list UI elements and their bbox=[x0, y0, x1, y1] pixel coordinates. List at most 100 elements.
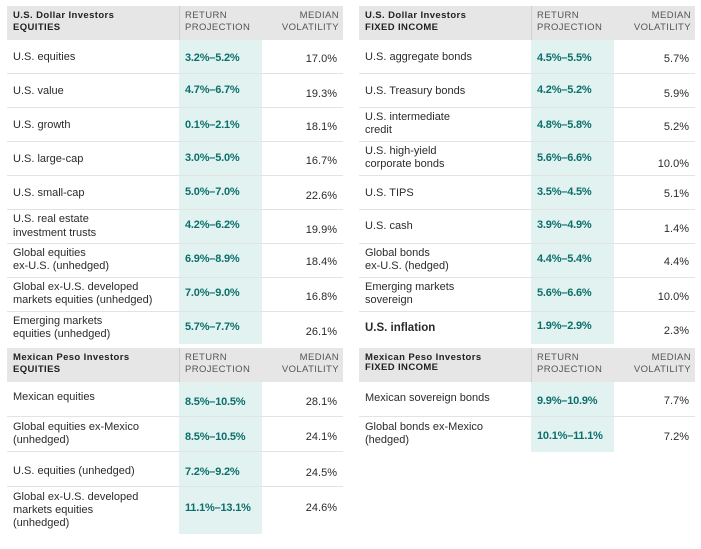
section-title: Mexican Peso Investors bbox=[13, 352, 130, 363]
row-label: Global ex-U.S. developed bbox=[13, 281, 139, 293]
column-header-projection: PROJECTION bbox=[537, 22, 603, 33]
usd-equities-table: U.S. Dollar Investors EQUITIES RETURN PR… bbox=[7, 6, 343, 344]
section-title: U.S. Dollar Investors bbox=[13, 10, 115, 21]
table-row: Global bonds ex-U.S. (hedged) 4.4%–5.4% … bbox=[359, 244, 695, 278]
row-label-line2: (hedged) bbox=[365, 434, 410, 446]
table-row: Global ex-U.S. developed markets equitie… bbox=[7, 278, 343, 312]
table-row: Mexican sovereign bonds 9.9%–10.9% 7.7% bbox=[359, 382, 695, 417]
table-row: Emerging markets sovereign 5.6%–6.6% 10.… bbox=[359, 278, 695, 312]
table-row: U.S. large-cap 3.0%–5.0% 16.7% bbox=[7, 142, 343, 176]
row-label-line2: sovereign bbox=[365, 294, 413, 306]
median-volatility: 19.3% bbox=[305, 88, 337, 100]
return-projection: 4.2%–6.2% bbox=[185, 219, 240, 231]
median-volatility: 18.4% bbox=[305, 256, 337, 268]
table-row: U.S. small-cap 5.0%–7.0% 22.6% bbox=[7, 176, 343, 210]
median-volatility: 7.7% bbox=[663, 395, 689, 407]
row-label: Global ex-U.S. developed bbox=[13, 491, 139, 503]
row-label: U.S. high-yield bbox=[365, 145, 437, 157]
return-projection: 5.6%–6.6% bbox=[537, 152, 592, 164]
row-label: Mexican sovereign bonds bbox=[365, 392, 490, 404]
projection-band bbox=[531, 6, 614, 40]
row-label-line2: markets equities bbox=[13, 504, 94, 516]
return-projection: 3.9%–4.9% bbox=[537, 219, 592, 231]
row-label: Emerging markets bbox=[365, 281, 455, 293]
table-row: U.S. cash 3.9%–4.9% 1.4% bbox=[359, 210, 695, 244]
return-projection: 8.5%–10.5% bbox=[185, 396, 246, 408]
column-header-median: MEDIAN bbox=[651, 352, 691, 363]
table-row: U.S. value 4.7%–6.7% 19.3% bbox=[7, 74, 343, 108]
return-projection: 4.5%–5.5% bbox=[537, 52, 592, 64]
median-volatility: 18.1% bbox=[305, 121, 337, 133]
return-projection: 1.9%–2.9% bbox=[537, 320, 592, 332]
return-projection: 5.6%–6.6% bbox=[537, 287, 592, 299]
projection-band bbox=[531, 348, 614, 382]
median-volatility: 10.0% bbox=[657, 291, 689, 303]
median-volatility: 4.4% bbox=[663, 256, 689, 268]
row-label: U.S. inflation bbox=[365, 322, 436, 334]
table-row: U.S. Treasury bonds 4.2%–5.2% 5.9% bbox=[359, 74, 695, 108]
median-volatility: 16.7% bbox=[305, 155, 337, 167]
return-projection: 9.9%–10.9% bbox=[537, 395, 598, 407]
row-label: Global bonds bbox=[365, 247, 430, 259]
column-header-median: MEDIAN bbox=[299, 352, 339, 363]
return-projection: 5.7%–7.7% bbox=[185, 321, 240, 333]
row-label: Global equities ex-Mexico bbox=[13, 421, 139, 433]
section-subtitle: FIXED INCOME bbox=[365, 362, 439, 373]
column-header-return: RETURN bbox=[185, 10, 227, 21]
row-label: Mexican equities bbox=[13, 391, 95, 403]
median-volatility: 26.1% bbox=[305, 326, 337, 338]
table-row: Global equities ex-Mexico (unhedged) 8.5… bbox=[7, 417, 343, 452]
table-header: U.S. Dollar Investors FIXED INCOME RETUR… bbox=[359, 6, 695, 40]
mxn-equities-table: Mexican Peso Investors EQUITIES RETURN P… bbox=[7, 348, 343, 534]
mxn-fixed-income-table: Mexican Peso Investors FIXED INCOME RETU… bbox=[359, 348, 695, 452]
column-header-return: RETURN bbox=[537, 352, 579, 363]
row-label: U.S. Treasury bonds bbox=[365, 85, 466, 97]
row-label: U.S. value bbox=[13, 85, 64, 97]
table-row: U.S. high-yield corporate bonds 5.6%–6.6… bbox=[359, 142, 695, 176]
table-header: U.S. Dollar Investors EQUITIES RETURN PR… bbox=[7, 6, 343, 40]
column-header-return: RETURN bbox=[537, 10, 579, 21]
column-header-volatility: VOLATILITY bbox=[633, 364, 691, 375]
table-row: U.S. inflation 1.9%–2.9% 2.3% bbox=[359, 312, 695, 344]
section-title: Mexican Peso Investors bbox=[365, 352, 482, 363]
column-header-median: MEDIAN bbox=[651, 10, 691, 21]
table-header: Mexican Peso Investors EQUITIES RETURN P… bbox=[7, 348, 343, 382]
row-label: U.S. equities (unhedged) bbox=[13, 465, 135, 477]
median-volatility: 5.7% bbox=[663, 53, 689, 65]
return-projection: 4.8%–5.8% bbox=[537, 119, 592, 131]
return-projection: 8.5%–10.5% bbox=[185, 431, 246, 443]
table-row: U.S. equities (unhedged) 7.2%–9.2% 24.5% bbox=[7, 452, 343, 487]
median-volatility: 5.2% bbox=[663, 121, 689, 133]
median-volatility: 5.9% bbox=[663, 88, 689, 100]
table-row: U.S. real estate investment trusts 4.2%–… bbox=[7, 210, 343, 244]
row-label-line2: corporate bonds bbox=[365, 158, 445, 170]
row-label: U.S. large-cap bbox=[13, 153, 84, 165]
column-header-volatility: VOLATILITY bbox=[281, 364, 339, 375]
column-header-volatility: VOLATILITY bbox=[633, 22, 691, 33]
row-label: Global equities bbox=[13, 247, 86, 259]
column-header-projection: PROJECTION bbox=[537, 364, 603, 375]
projection-band bbox=[179, 6, 262, 40]
median-volatility: 24.5% bbox=[305, 467, 337, 479]
median-volatility: 28.1% bbox=[305, 396, 337, 408]
return-projection: 3.2%–5.2% bbox=[185, 52, 240, 64]
projection-band bbox=[179, 348, 262, 382]
median-volatility: 24.1% bbox=[305, 431, 337, 443]
section-subtitle: FIXED INCOME bbox=[365, 22, 439, 33]
column-header-projection: PROJECTION bbox=[185, 22, 251, 33]
row-label: Emerging markets bbox=[13, 315, 103, 327]
column-header-return: RETURN bbox=[185, 352, 227, 363]
return-projection: 3.0%–5.0% bbox=[185, 152, 240, 164]
return-projection: 3.5%–4.5% bbox=[537, 186, 592, 198]
section-subtitle: EQUITIES bbox=[13, 364, 61, 375]
table-row: U.S. growth 0.1%–2.1% 18.1% bbox=[7, 108, 343, 142]
column-header-projection: PROJECTION bbox=[185, 364, 251, 375]
row-label: U.S. growth bbox=[13, 119, 71, 131]
row-label: U.S. equities bbox=[13, 51, 76, 63]
table-row: Global bonds ex-Mexico (hedged) 10.1%–11… bbox=[359, 417, 695, 452]
row-label-line2: equities (unhedged) bbox=[13, 328, 111, 340]
row-label-line2: investment trusts bbox=[13, 227, 97, 239]
row-label-line2: credit bbox=[365, 124, 392, 136]
median-volatility: 17.0% bbox=[305, 53, 337, 65]
return-projection: 5.0%–7.0% bbox=[185, 186, 240, 198]
